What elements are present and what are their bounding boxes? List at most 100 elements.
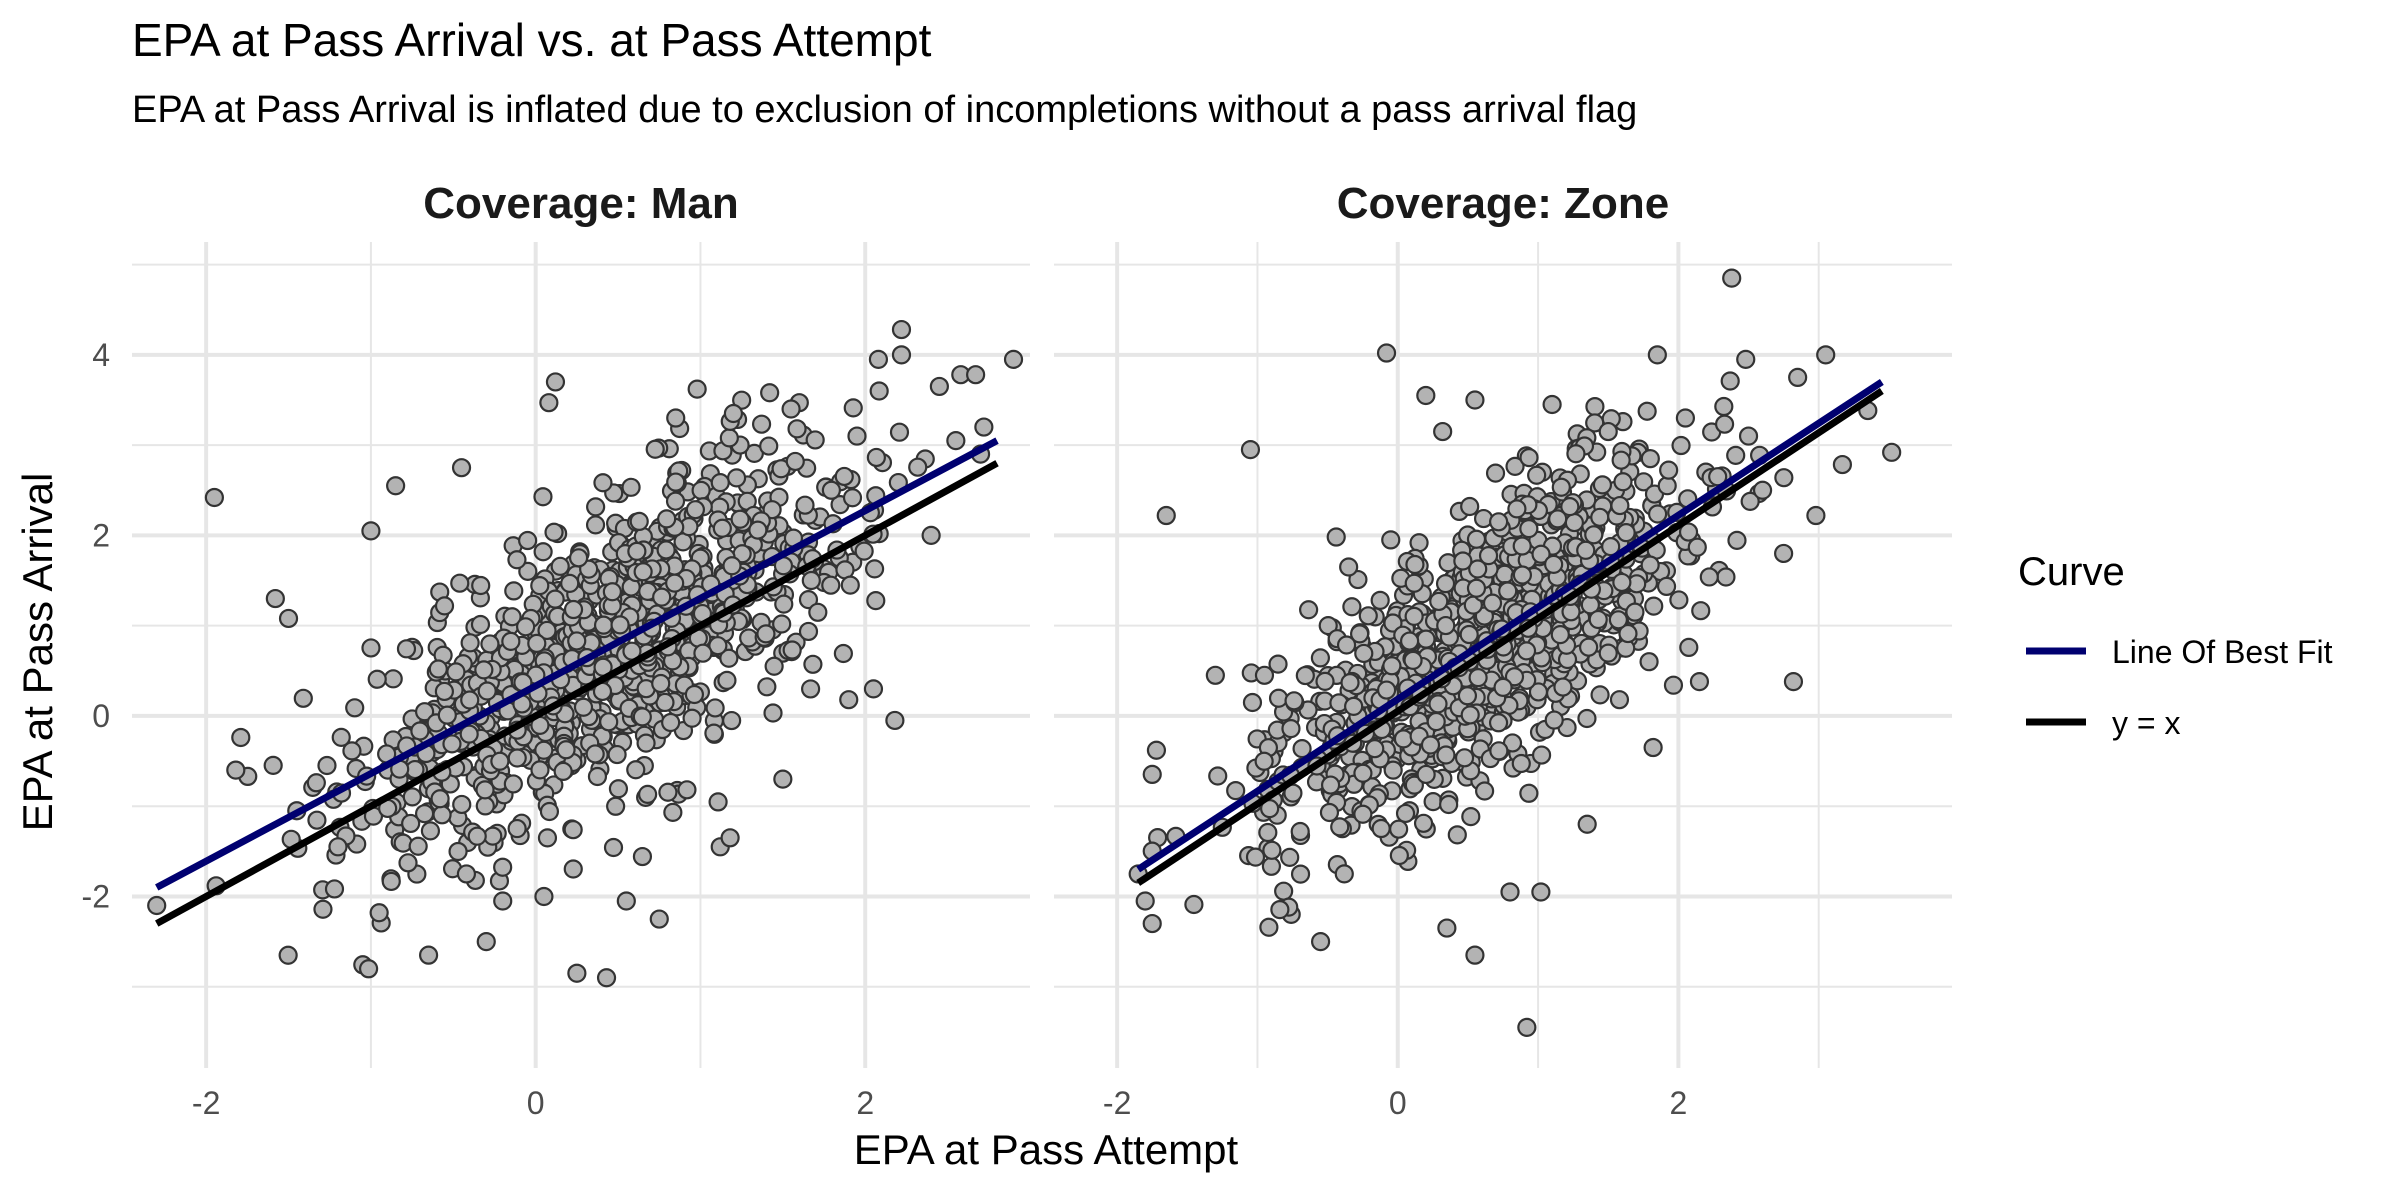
scatter-point (1634, 472, 1654, 492)
scatter-point (1505, 456, 1525, 476)
scatter-point (805, 430, 825, 450)
scatter-point (1498, 581, 1518, 601)
scatter-point (1466, 529, 1487, 549)
legend-label-identity: y = x (2112, 705, 2180, 741)
scatter-point (751, 414, 772, 434)
scatter-point (1389, 819, 1409, 839)
scatter-point (437, 705, 457, 725)
scatter-point (1659, 460, 1679, 480)
scatter-point (1531, 882, 1551, 902)
scatter-point (1699, 567, 1719, 587)
scatter-point (1340, 673, 1360, 693)
scatter-point (1774, 468, 1794, 488)
x-axis-title: EPA at Pass Attempt (854, 1126, 1239, 1173)
panels: Coverage: Man -2 0 2 -2 0 2 4 Coverage: Zone -2 0 2 (82, 179, 1952, 1121)
scatter-point (556, 740, 576, 760)
scatter-point (1588, 609, 1608, 630)
scatter-point (1816, 345, 1836, 365)
scatter-point (843, 398, 863, 418)
scatter-point (369, 903, 389, 923)
scatter-point (1284, 691, 1304, 711)
scatter-point (414, 702, 435, 722)
scatter-point (1354, 643, 1374, 664)
scatter-point (1485, 463, 1506, 483)
scatter-point (428, 659, 448, 679)
scatter-point (507, 748, 527, 768)
scatter-point (1315, 671, 1335, 691)
scatter-point (1353, 763, 1373, 783)
scatter-point (396, 639, 417, 659)
scatter-point (502, 607, 522, 627)
scatter-point (636, 733, 656, 753)
scatter-point (563, 859, 583, 879)
scatter-point (1330, 817, 1350, 837)
scatter-point (1460, 705, 1480, 725)
scatter-point (606, 796, 626, 816)
scatter-point (1416, 385, 1436, 406)
scatter-point (493, 891, 513, 911)
legend-title: Curve (2018, 550, 2125, 594)
scatter-point (1482, 593, 1503, 613)
scatter-point (1382, 656, 1402, 676)
scatter-point (1882, 442, 1902, 462)
panel-label: Coverage: Zone (1337, 179, 1670, 228)
scatter-point (1339, 557, 1359, 577)
scatter-point (1783, 672, 1804, 692)
scatter-point (1657, 476, 1677, 496)
scatter-point (1383, 613, 1403, 633)
scatter-point (710, 473, 730, 493)
scatter-point (563, 820, 583, 840)
scatter-point (560, 573, 580, 593)
scatter-point (324, 879, 345, 899)
scatter-point (1436, 615, 1456, 636)
scatter-point (1420, 735, 1441, 755)
scatter-point (808, 602, 828, 622)
identity-line (1136, 388, 1884, 886)
scatter-point (585, 744, 605, 764)
scatter-point (1577, 814, 1597, 834)
scatter-point (1542, 394, 1562, 415)
scatter-point (1426, 711, 1446, 732)
scatter-point (1371, 818, 1391, 839)
scatter-point (821, 575, 841, 595)
scatter-point (726, 468, 747, 488)
scatter-point (507, 550, 527, 570)
scatter-point (1205, 665, 1225, 685)
scatter-point (530, 576, 550, 596)
scatter-point (1433, 421, 1453, 442)
scatter-point (278, 608, 299, 629)
scatter-point (801, 570, 821, 591)
scatter-point (656, 540, 676, 560)
scatter-point (470, 614, 491, 635)
x-tick-label: 2 (856, 1085, 874, 1121)
scatter-point (1519, 783, 1539, 803)
scatter-point (1457, 686, 1478, 706)
scatter-point (1740, 491, 1760, 511)
scatter-point (1609, 690, 1630, 710)
scatter-point (434, 681, 454, 702)
scatter-point (1461, 807, 1481, 827)
scatter-point (801, 679, 821, 699)
x-tick-label: 2 (1669, 1085, 1687, 1121)
scatter-point (446, 662, 466, 682)
scatter-point (719, 648, 739, 668)
scatter-point (278, 945, 298, 965)
scatter-point (787, 419, 807, 439)
chart-title: EPA at Pass Arrival vs. at Pass Attempt (132, 14, 932, 66)
scatter-point (539, 393, 559, 413)
scatter-point (1350, 624, 1370, 644)
scatter-point (730, 509, 750, 529)
scatter-point (539, 801, 560, 822)
scatter-point (834, 466, 854, 487)
scatter-point (1259, 917, 1279, 937)
scatter-point (1675, 408, 1696, 428)
scatter-point (774, 594, 794, 614)
scatter-point (226, 760, 246, 780)
scatter-point (1393, 729, 1414, 749)
scatter-point (763, 703, 783, 723)
scatter-point (490, 751, 510, 771)
scatter-point (527, 633, 547, 654)
scatter-point (1720, 371, 1740, 391)
